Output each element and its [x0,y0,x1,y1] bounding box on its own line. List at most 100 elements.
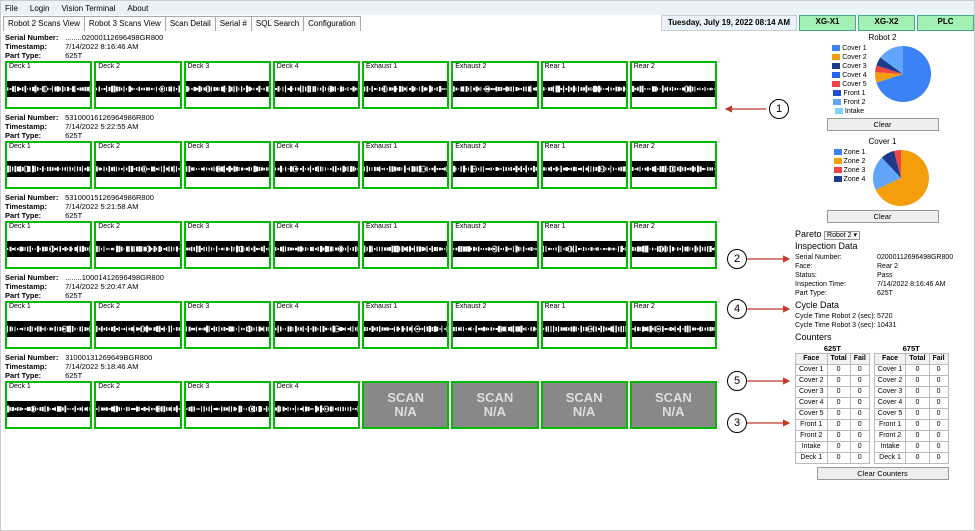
plc-plc[interactable]: PLC [917,15,974,31]
clear-counters-button[interactable]: Clear Counters [817,467,949,480]
tab-configuration[interactable]: Configuration [303,16,361,31]
datetime-display: Tuesday, July 19, 2022 08:14 AM [661,15,797,31]
scans-panel: Serial Number: ........02000112696498GR8… [1,31,721,530]
scan-cell[interactable]: Rear 2SCANN/A [630,381,717,429]
tab-scan-detail[interactable]: Scan Detail [165,16,216,31]
scan-cell[interactable]: Rear 1 [541,141,628,189]
scan-cell[interactable]: Exhaust 1SCANN/A [362,381,449,429]
scan-cell[interactable]: Rear 2 [630,301,717,349]
tab-robot-2-scans-view[interactable]: Robot 2 Scans View [3,16,85,31]
scan-strip [453,321,536,337]
scan-cell[interactable]: Exhaust 2 [451,301,538,349]
scan-cell[interactable]: Deck 2 [94,221,181,269]
scan-strip [632,241,715,257]
scan-strip [543,81,626,97]
scan-cell[interactable]: Deck 1 [5,61,92,109]
scan-cell[interactable]: Deck 2 [94,141,181,189]
scan-strip [186,81,269,97]
scan-meta: Serial Number: 53100016126964986R800Time… [5,113,717,140]
legend-item: Cover 2 [832,53,867,62]
legend-item: Cover 4 [832,71,867,80]
tab-serial-[interactable]: Serial # [215,16,252,31]
scan-cell[interactable]: Deck 4 [273,61,360,109]
scan-cell[interactable]: Deck 3 [184,221,271,269]
scan-cell[interactable]: Rear 2 [630,221,717,269]
scan-cell[interactable]: Deck 2 [94,301,181,349]
scan-cell-label: Deck 3 [188,383,210,390]
menu-vision-terminal[interactable]: Vision Terminal [61,4,115,13]
scan-strip [7,321,90,337]
scan-meta: Serial Number: 53100015126964986R800Time… [5,193,717,220]
annotation-number: 4 [727,299,747,319]
scan-strip [186,321,269,337]
clear-button-2[interactable]: Clear [827,210,939,223]
tab-robot-3-scans-view[interactable]: Robot 3 Scans View [84,16,166,31]
scan-cell[interactable]: Deck 1 [5,381,92,429]
annotation-overlay: 12453 [721,31,791,530]
pareto-select[interactable]: Robot 2 ▾ [824,231,860,240]
scan-cell[interactable]: Exhaust 2SCANN/A [451,381,538,429]
scan-strip [7,81,90,97]
scan-cell[interactable]: Deck 3 [184,141,271,189]
scan-strip [543,241,626,257]
scan-group: Serial Number: 31000131269649BGR800Times… [5,353,717,429]
scan-cell[interactable]: Deck 4 [273,381,360,429]
tab-sql-search[interactable]: SQL Search [251,16,304,31]
plc-xg-x2[interactable]: XG-X2 [858,15,915,31]
scan-cell[interactable]: Exhaust 1 [362,301,449,349]
pie2-legend: Zone 1Zone 2Zone 3Zone 4 [834,148,866,184]
scan-cell[interactable]: Rear 1 [541,221,628,269]
right-panel: Robot 2 Cover 1Cover 2Cover 3Cover 4Cove… [791,31,974,530]
scan-cell[interactable]: Deck 3 [184,301,271,349]
menu-file[interactable]: File [5,4,18,13]
menu-login[interactable]: Login [30,4,50,13]
scan-cell[interactable]: Exhaust 1 [362,221,449,269]
scan-cell-label: Deck 1 [9,63,31,70]
scan-cell[interactable]: Rear 1 [541,61,628,109]
scan-cell-label: Deck 4 [277,303,299,310]
cycle-data: Cycle Time Robot 2 (sec):5720Cycle Time … [795,312,970,330]
scan-cell[interactable]: Rear 1 [541,301,628,349]
scan-cell-label: Rear 1 [545,223,566,230]
counters-table-b: FaceTotalFailCover 100Cover 200Cover 300… [874,353,949,464]
scan-cell-label: Deck 1 [9,383,31,390]
scan-cell[interactable]: Deck 4 [273,141,360,189]
scan-strip [96,241,179,257]
scan-cell[interactable]: Exhaust 1 [362,141,449,189]
scan-cell[interactable]: Deck 3 [184,61,271,109]
scan-cell[interactable]: Exhaust 2 [451,141,538,189]
scan-cell[interactable]: Exhaust 1 [362,61,449,109]
annotation-number: 5 [727,371,747,391]
scan-cell-label: Deck 4 [277,143,299,150]
menu-about[interactable]: About [127,4,148,13]
scan-cell[interactable]: Deck 1 [5,301,92,349]
plc-xg-x1[interactable]: XG-X1 [799,15,856,31]
scan-cell[interactable]: Deck 1 [5,141,92,189]
scan-strip [275,81,358,97]
scan-cell[interactable]: Deck 4 [273,301,360,349]
scan-cell[interactable]: Deck 2 [94,381,181,429]
scan-cell-label: Rear 2 [634,143,655,150]
scan-cell[interactable]: Rear 1SCANN/A [541,381,628,429]
scan-cell-label: Exhaust 2 [455,63,486,70]
clear-button-1[interactable]: Clear [827,118,939,131]
legend-item: Cover 3 [832,62,867,71]
scan-row: Deck 1 Deck 2 Deck 3 Deck 4Exhaust 1SCANN/A… [5,381,717,429]
scan-group: Serial Number: ........10001412696498GR8… [5,273,717,349]
toolbar: Robot 2 Scans ViewRobot 3 Scans ViewScan… [1,15,974,31]
scan-cell[interactable]: Deck 3 [184,381,271,429]
scan-cell-label: Deck 2 [98,383,120,390]
scan-cell[interactable]: Deck 2 [94,61,181,109]
scan-cell[interactable]: Rear 2 [630,141,717,189]
scan-cell-label: Rear 2 [634,223,655,230]
scan-cell[interactable]: Exhaust 2 [451,61,538,109]
scan-cell[interactable]: Deck 4 [273,221,360,269]
legend-item: Intake [832,107,867,116]
scan-cell[interactable]: Deck 1 [5,221,92,269]
scan-cell[interactable]: Rear 2 [630,61,717,109]
pie-chart-cover [871,148,931,208]
legend-item: Zone 4 [834,175,866,184]
scan-cell-label: Rear 1 [545,63,566,70]
scan-na: SCANN/A [453,383,536,427]
scan-cell[interactable]: Exhaust 2 [451,221,538,269]
